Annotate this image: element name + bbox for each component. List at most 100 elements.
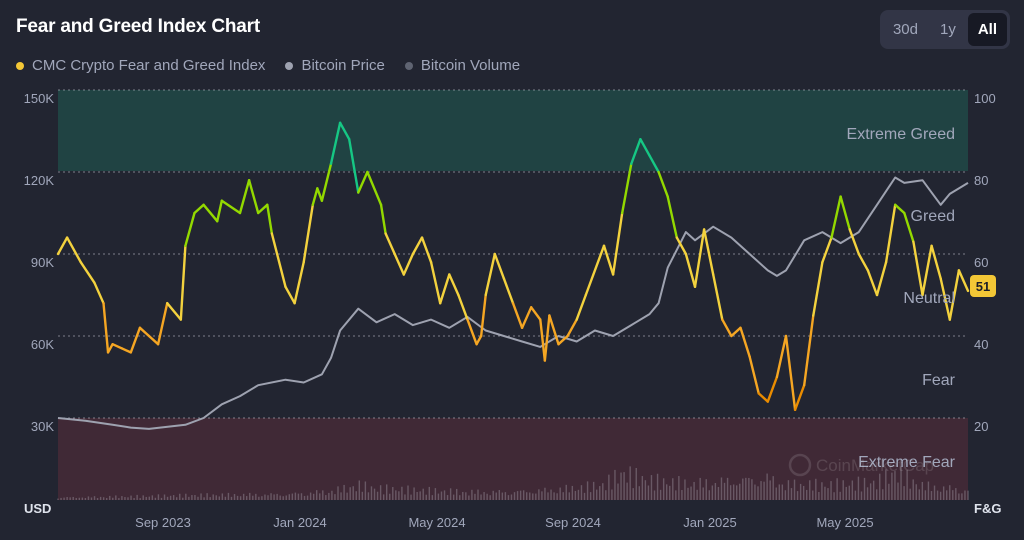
fear-greed-segment [284,285,296,305]
fear-greed-segment [948,269,961,321]
fear-greed-segment [216,199,224,223]
fear-greed-segment [657,170,669,198]
legend-item-bitcoin-volume[interactable]: Bitcoin Volume [404,57,520,74]
fear-greed-segment [120,347,133,354]
left-tick-30k: 30K [31,419,54,434]
fear-greed-segment [257,203,269,215]
fear-greed-segment [602,244,615,276]
fear-greed-segment [884,203,897,264]
fear-greed-segment [293,261,305,305]
legend-dot-bitcoin-volume [404,61,413,70]
fear-greed-segment [539,318,547,362]
fear-greed-segment [448,273,460,297]
fear-greed-segment [520,306,533,329]
fear-greed-segment [393,252,405,276]
fear-greed-segment [79,261,96,284]
right-axis-unit: F&G [974,501,1001,516]
fear-greed-segment [803,314,815,387]
fear-greed-segment [320,162,333,202]
zone-label-extreme-greed: Extreme Greed [847,126,955,143]
fear-greed-segment [479,293,487,338]
fear-greed-segment [266,203,274,235]
coinmarketcap-logo-icon [788,453,812,477]
fear-greed-segment [721,318,733,338]
x-tick-jan-2025: Jan 2025 [683,515,737,530]
right-tick-100: 100 [974,91,996,106]
fear-greed-segment [179,244,187,321]
fear-greed-segment [439,273,451,305]
fear-greed-segment [493,252,506,280]
fear-greed-segment [457,293,469,321]
legend-label-fear-greed: CMC Crypto Fear and Greed Index [32,57,266,74]
zone-label-extreme-fear: Extreme Fear [858,454,956,471]
fear-greed-segment [930,244,942,280]
legend-item-fear-greed[interactable]: CMC Crypto Fear and Greed Index [16,57,265,74]
fear-greed-segment [912,240,924,297]
watermark-text: CoinMarketCap [816,456,934,475]
fear-greed-segment [466,318,478,346]
fear-greed-segment [921,244,933,297]
extreme-greed-zone [58,90,968,171]
left-tick-60k: 60K [31,337,54,352]
fear-greed-segment [702,228,715,276]
fear-greed-segment [379,203,387,235]
zone-label-fear: Fear [922,372,956,389]
fear-greed-segment [739,326,751,358]
fear-greed-segment [238,178,251,215]
fear-greed-segment [420,236,433,264]
fear-greed-segment [693,228,706,288]
fear-greed-segment [830,195,842,239]
fear-greed-segment [748,355,760,395]
fear-greed-segment [548,314,560,346]
x-tick-sep-2024: Sep 2024 [545,515,601,530]
range-30d-button[interactable]: 30d [883,13,928,46]
fear-greed-segment [184,211,196,248]
right-tick-80: 80 [974,173,988,188]
fear-greed-segment [730,326,742,338]
fear-greed-segment [129,326,142,354]
range-all-button[interactable]: All [967,13,1007,46]
fear-greed-segment [793,384,806,411]
zone-label-greed: Greed [911,208,955,225]
fear-greed-segment [857,252,870,272]
fear-greed-segment [270,232,287,288]
fear-greed-segment [202,203,219,223]
fear-greed-segment [220,199,242,215]
bitcoin-price-line [57,176,969,430]
fear-greed-segment [766,375,779,403]
fear-greed-segment [429,261,442,305]
fear-greed-segment [848,228,860,256]
fear-greed-segment [193,203,205,215]
bitcoin-price-series [57,176,969,430]
left-tick-120k: 120K [24,173,55,188]
fear-greed-segment [93,281,105,305]
fear-greed-segment [147,334,160,346]
fear-greed-segment [65,236,82,264]
chart-legend: CMC Crypto Fear and Greed Index Bitcoin … [16,57,520,74]
grid-lines [58,89,968,419]
fear-greed-segment [348,137,360,194]
range-1y-button[interactable]: 1y [930,13,966,46]
fear-greed-segment [939,277,951,321]
fear-greed-segment [530,306,542,321]
x-tick-may-2024: May 2024 [408,515,465,530]
fear-greed-segment [247,178,260,215]
left-axis-unit: USD [24,501,51,516]
fear-greed-segment [56,236,69,256]
fear-greed-segment [111,343,123,350]
fear-greed-segment [156,302,169,346]
fear-greed-segment [316,187,324,202]
fear-greed-segment [384,232,396,256]
watermark: CoinMarketCap [788,453,934,477]
volume-bars [57,466,969,500]
legend-item-bitcoin-price[interactable]: Bitcoin Price [285,57,385,74]
fear-greed-segment [666,195,678,239]
fear-greed-segment [639,137,651,157]
fear-greed-segment [302,203,314,264]
x-tick-sep-2023: Sep 2023 [135,515,191,530]
fear-greed-segment [584,244,606,297]
fear-greed-segment [566,318,578,338]
fear-greed-segment [675,236,688,256]
fear-greed-line [56,121,970,411]
